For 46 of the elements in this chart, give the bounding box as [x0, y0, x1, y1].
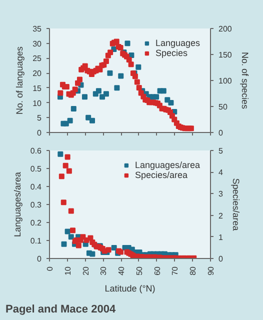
x-tick-label: 10 — [63, 266, 72, 276]
y-tick-label: 10 — [32, 98, 42, 108]
y-tick-label: 20 — [32, 69, 42, 78]
x-tick-label: 90 — [206, 266, 216, 276]
y2-tick-label: 0 — [218, 254, 224, 264]
x-tick-label: 20 — [81, 266, 90, 276]
y-tick-label: 0 — [37, 128, 42, 138]
x-tick-label: 70 — [170, 266, 180, 276]
y-tick-label: 35 — [32, 24, 42, 34]
y-tick-label: 15 — [32, 84, 42, 93]
y2-axis-title: Species/area — [230, 178, 241, 231]
y2-tick-label: 3 — [218, 190, 224, 199]
y2-tick-label: 2 — [218, 211, 224, 220]
legend-label: Languages/area — [134, 160, 200, 170]
y2-tick-label: 100 — [218, 76, 232, 86]
y-tick-label: 0.2 — [30, 218, 42, 228]
y-tick-label: 0.4 — [30, 182, 42, 192]
x-tick-label: 40 — [117, 266, 126, 276]
y-tick-label: 30 — [32, 39, 42, 48]
x-tick-label: 60 — [152, 266, 162, 276]
y2-tick-label: 5 — [218, 146, 224, 156]
x-tick-label: 30 — [99, 266, 108, 276]
legend-label: Species — [155, 48, 188, 58]
y-tick-label: 0.1 — [30, 236, 42, 246]
y-tick-label: 0 — [37, 254, 42, 264]
y2-tick-label: 200 — [218, 24, 232, 34]
y2-tick-label: 150 — [218, 50, 232, 60]
y-axis-title: No. of languages — [14, 46, 25, 115]
y-tick-label: 0.6 — [30, 146, 42, 156]
x-tick-label: 50 — [134, 266, 144, 276]
y-tick-label: 0.5 — [30, 164, 42, 174]
x-tick-label: 0 — [46, 266, 54, 271]
y2-axis-title: No. of species — [240, 52, 250, 110]
text: Pagel and Mace 2004 — [6, 304, 116, 316]
legend-label: Languages — [155, 38, 200, 48]
y2-tick-label: 1 — [218, 232, 224, 242]
y-tick-label: 25 — [32, 54, 42, 64]
legend-label: Species/area — [134, 170, 188, 180]
y2-tick-label: 0 — [218, 128, 224, 138]
x-axis-title: Latitude (°N) — [104, 283, 156, 294]
y-tick-label: 0.3 — [30, 200, 42, 210]
y2-tick-label: 50 — [218, 102, 228, 112]
y2-tick-label: 4 — [218, 168, 224, 178]
y-tick-label: 5 — [37, 114, 42, 123]
x-tick-label: 80 — [188, 266, 198, 276]
y-axis-title: Languages/area — [12, 172, 22, 238]
